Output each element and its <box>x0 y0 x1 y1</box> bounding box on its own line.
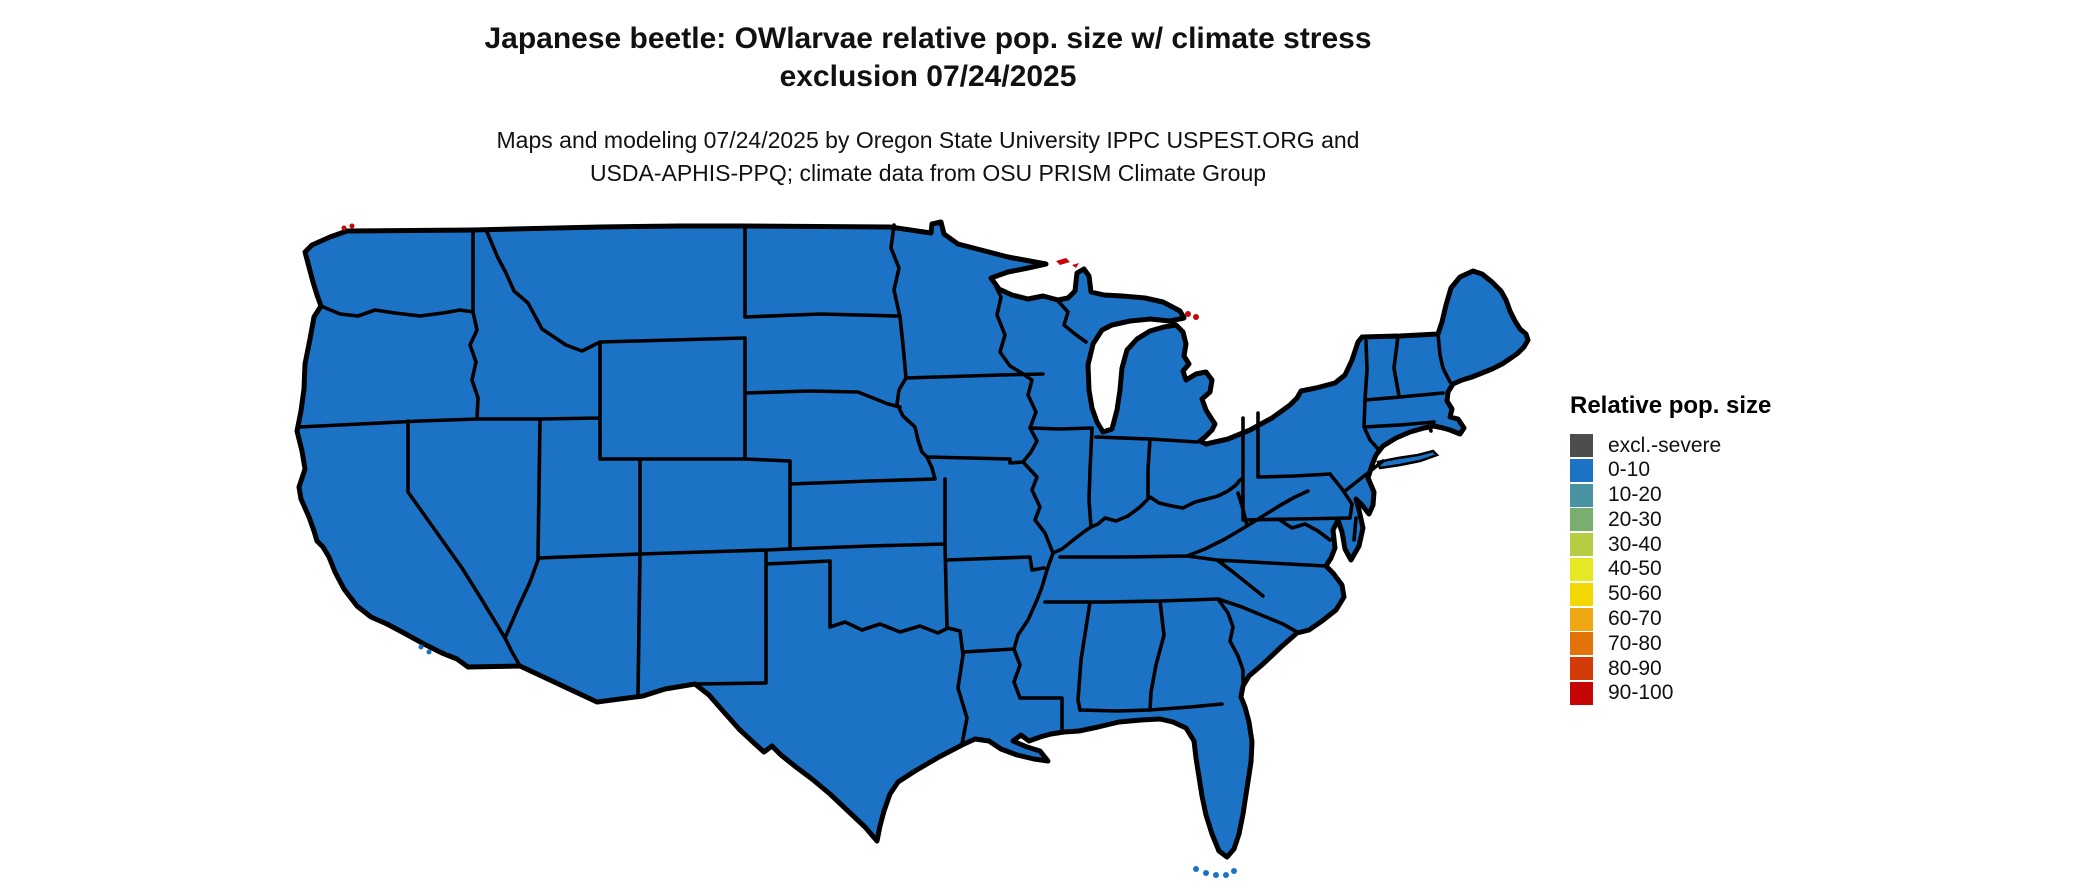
map-title: Japanese beetle: OWlarvae relative pop. … <box>130 20 1726 96</box>
legend-item: excl.-severe <box>1570 434 1771 457</box>
map-raster-shape <box>1334 361 1342 369</box>
map-raster-shape <box>1185 311 1191 317</box>
map-raster-shape <box>1072 263 1079 268</box>
legend-swatch <box>1570 657 1593 681</box>
map-raster-shape <box>418 644 424 650</box>
legend-item: 60-70 <box>1570 607 1771 631</box>
long-island <box>1376 449 1440 470</box>
subtitle-line-1: Maps and modeling 07/24/2025 by Oregon S… <box>496 127 1360 153</box>
coastline <box>297 222 1528 857</box>
legend-swatch <box>1570 557 1593 581</box>
legend-swatch <box>1570 508 1593 532</box>
map-raster-shape <box>1193 314 1199 320</box>
legend-item: 50-60 <box>1570 582 1771 606</box>
legend-item: 90-100 <box>1570 681 1771 705</box>
legend-swatch <box>1570 607 1593 631</box>
title-line-2: exclusion 07/24/2025 <box>779 60 1077 93</box>
legend-item: 20-30 <box>1570 508 1771 532</box>
legend-item: 80-90 <box>1570 657 1771 681</box>
map-raster-shape <box>1213 872 1219 878</box>
legend-swatch <box>1570 632 1593 656</box>
map-raster-shape <box>1231 868 1237 874</box>
legend-swatch <box>1570 681 1593 705</box>
map-raster-shape <box>349 223 355 229</box>
legend-title: Relative pop. size <box>1570 392 1772 419</box>
map-raster-shape <box>435 641 441 647</box>
legend-swatch <box>1570 533 1593 557</box>
legend-swatch <box>1570 582 1593 606</box>
map-islands <box>341 223 1440 878</box>
map-raster-shape <box>1203 870 1209 876</box>
subtitle-line-2: USDA-APHIS-PPQ; climate data from OSU PR… <box>589 160 1267 186</box>
legend-item: 0-10 <box>1570 458 1771 482</box>
legend-item: 70-80 <box>1570 632 1771 656</box>
map-legend: Relative pop. size excl.-severe 0-10 10-… <box>1570 392 1771 707</box>
map-raster-shape <box>1223 872 1229 878</box>
isle-royale <box>1056 258 1070 265</box>
title-line-1: Japanese beetle: OWlarvae relative pop. … <box>484 22 1372 55</box>
legend-swatch <box>1570 458 1593 482</box>
legend-swatch <box>1570 483 1593 507</box>
map-subtitle: Maps and modeling 07/24/2025 by Oregon S… <box>130 124 1726 190</box>
map-raster-shape <box>341 225 347 231</box>
legend-item: 10-20 <box>1570 483 1771 507</box>
state-borders <box>297 223 1452 746</box>
legend-item: 40-50 <box>1570 557 1771 581</box>
legend-item: 30-40 <box>1570 533 1771 557</box>
map-raster-shape <box>426 649 432 655</box>
map-raster-shape <box>1193 866 1199 872</box>
map-raster-shape <box>1341 356 1349 364</box>
map-raster-shape <box>445 647 451 653</box>
legend-swatch <box>1570 434 1593 457</box>
